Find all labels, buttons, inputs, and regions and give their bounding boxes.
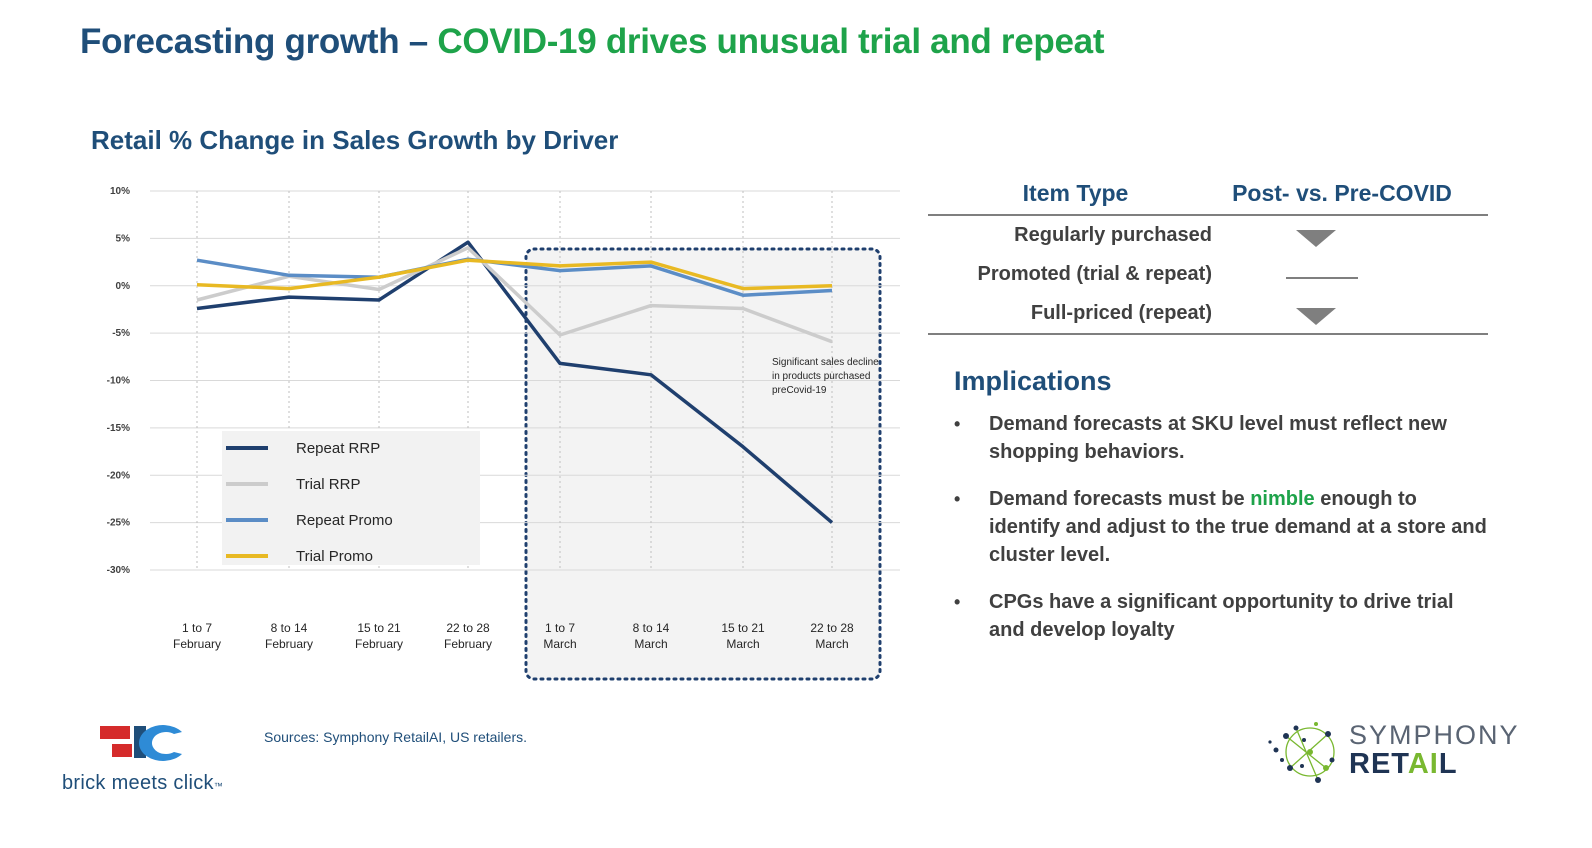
brick-meets-click-logo: brick meets click™ xyxy=(62,724,252,796)
table-row: Regularly purchased xyxy=(928,216,1488,255)
legend-label: Repeat Promo xyxy=(296,512,393,529)
bullet-dot-icon: • xyxy=(954,592,961,612)
down-triangle-icon xyxy=(1286,308,1346,326)
flat-line-icon xyxy=(1286,269,1358,287)
table-row: Full-priced (repeat) xyxy=(928,294,1488,335)
x-tick-label: 1 to 7 February xyxy=(173,621,221,651)
y-tick-label: 0% xyxy=(116,281,131,292)
x-tick-label: 22 to 28 March xyxy=(810,621,854,651)
list-item: • Demand forecasts at SKU level must ref… xyxy=(952,410,1492,466)
symphony-retail-logo: SYMPHONY RETAIL xyxy=(1266,716,1518,786)
down-triangle-icon xyxy=(1286,230,1346,248)
bmc-mark-icon xyxy=(100,725,182,761)
y-tick-label: -25% xyxy=(107,518,130,529)
series-line-trial-rrp xyxy=(196,246,833,344)
implications-list: • Demand forecasts at SKU level must ref… xyxy=(952,410,1492,663)
bullet-text-post: enough to identify and adjust to the tru… xyxy=(989,488,1487,566)
legend-label: Trial Promo xyxy=(296,548,373,565)
list-item: • Demand forecasts must be nimble enough… xyxy=(952,485,1492,569)
slide-title-part-a: Forecasting growth – xyxy=(80,22,438,61)
x-tick-label: 1 to 7 March xyxy=(543,621,576,651)
y-tick-label: -5% xyxy=(112,328,130,339)
series-line-repeat-rrp xyxy=(196,240,834,524)
chart-annotation: Significant sales decline in products pur… xyxy=(772,357,879,396)
y-tick-label: 10% xyxy=(110,186,130,197)
y-tick-label: -20% xyxy=(107,470,130,481)
x-tick-label: 22 to 28 February xyxy=(444,621,492,651)
y-tick-label: -10% xyxy=(107,376,130,387)
row-label-regularly-purchased: Regularly purchased xyxy=(1014,224,1212,246)
symphony-network-icon xyxy=(1268,722,1335,783)
symphony-logo-line1: SYMPHONY xyxy=(1349,720,1520,750)
bullet-emphasis-nimble: nimble xyxy=(1250,488,1315,510)
bullet-dot-icon: • xyxy=(954,489,961,509)
table-header: Item Type Post- vs. Pre-COVID xyxy=(928,176,1488,216)
legend-label: Repeat RRP xyxy=(296,440,380,457)
chart-title: Retail % Change in Sales Growth by Drive… xyxy=(91,125,619,155)
bullet-text: CPGs have a significant opportunity to d… xyxy=(989,591,1454,641)
series-line-repeat-promo xyxy=(196,257,833,297)
x-tick-label: 15 to 21 March xyxy=(721,621,765,651)
y-tick-label: 5% xyxy=(116,233,131,244)
row-label-full-priced: Full-priced (repeat) xyxy=(1030,302,1212,324)
y-tick-label: -15% xyxy=(107,423,130,434)
series-line-trial-promo xyxy=(196,258,833,291)
table-row: Promoted (trial & repeat) xyxy=(928,255,1488,294)
slide-title: Forecasting growth – COVID-19 drives unu… xyxy=(80,22,1104,62)
sources-note: Sources: Symphony RetailAI, US retailers… xyxy=(264,729,527,745)
x-tick-label: 8 to 14 February xyxy=(265,621,313,651)
slide-title-part-b: COVID-19 drives unusual trial and repeat xyxy=(437,22,1105,61)
highlight-region xyxy=(524,247,882,681)
x-tick-label: 15 to 21 February xyxy=(355,621,403,651)
table-header-item-type: Item Type xyxy=(1022,180,1129,206)
legend-box xyxy=(222,431,480,565)
x-tick-label: 8 to 14 March xyxy=(633,621,670,651)
bullet-text-pre: Demand forecasts must be xyxy=(989,488,1251,510)
symphony-logo-line2: RETAIL xyxy=(1349,748,1458,780)
table-header-post-vs-pre: Post- vs. Pre-COVID xyxy=(1232,180,1452,206)
bmc-logo-text: brick meets click™ xyxy=(62,772,224,794)
y-tick-label: -30% xyxy=(107,565,130,576)
bullet-text: Demand forecasts at SKU level must refle… xyxy=(989,413,1447,463)
row-label-promoted: Promoted (trial & repeat) xyxy=(977,263,1212,285)
implications-title: Implications xyxy=(954,366,1112,396)
legend-label: Trial RRP xyxy=(296,476,360,493)
item-type-table: Item Type Post- vs. Pre-COVID Regularly … xyxy=(928,176,1488,335)
list-item: • CPGs have a significant opportunity to… xyxy=(952,588,1492,644)
bullet-dot-icon: • xyxy=(954,414,961,434)
